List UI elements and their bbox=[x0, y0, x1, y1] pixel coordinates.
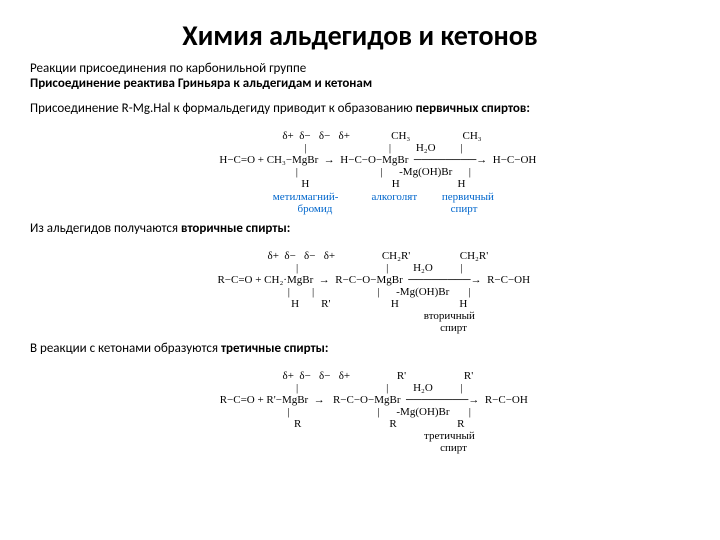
label-tertiary: третичный bbox=[245, 430, 474, 442]
reaction-scheme-2: δ+ δ− δ− δ+ CH₂R' CH₂R' | | H₂O | R−C=O … bbox=[30, 238, 690, 335]
para3-text: В реакции с кетонами образуются bbox=[30, 341, 221, 356]
para1-bold: первичных спиртов: bbox=[416, 101, 530, 116]
label-alkoxide: алкоголят bbox=[371, 191, 417, 203]
para2-text: Из альдегидов получаются bbox=[30, 221, 181, 236]
label-methylmagnesium-2: бромид спирт bbox=[243, 203, 478, 215]
s1l2: | | H₂O | bbox=[257, 142, 462, 154]
paragraph-tertiary: В реакции с кетонами образуются третичны… bbox=[30, 341, 690, 356]
label-secondary-2: спирт bbox=[253, 322, 467, 334]
subtitle-line-1: Реакции присоединения по карбонильной гр… bbox=[30, 61, 690, 76]
label-methylmagnesium: метилмагний- алкоголят первичный bbox=[226, 191, 494, 203]
reaction-scheme-1: δ+ δ− δ− δ+ CH₃ CH₃ | | H₂O | H−C=O + CH… bbox=[30, 118, 690, 215]
s3l2: | | H₂O | bbox=[257, 382, 462, 394]
label-tertiary-2: спирт bbox=[253, 442, 467, 454]
subtitle-line-2: Присоединение реактива Гриньяра к альдег… bbox=[30, 76, 690, 91]
s1l4: | | -Mg(OH)Br | bbox=[249, 166, 471, 178]
s1l3: H−C=O + CH₃−MgBr → H−C−O−MgBr ────────→ … bbox=[184, 154, 537, 166]
s3l4: | | -Mg(OH)Br | bbox=[249, 406, 471, 418]
page-title: Химия альдегидов и кетонов bbox=[30, 18, 690, 53]
s3l5: R R R bbox=[255, 418, 464, 430]
s1l1: δ+ δ− δ− δ+ CH₃ CH₃ bbox=[238, 130, 481, 142]
s2l4: | | | -Mg(OH)Br | bbox=[249, 286, 470, 298]
para1-text: Присоединение R-Mg.Hal к формальдегиду п… bbox=[30, 101, 416, 116]
s2l5: H R' H H bbox=[253, 298, 468, 310]
para3-bold: третичные спирты: bbox=[221, 341, 329, 356]
s3l1: δ+ δ− δ− δ+ R' R' bbox=[247, 370, 473, 382]
s3l3: R−C=O + R'−MgBr → R−C−O−MgBr ────────→ R… bbox=[192, 394, 528, 406]
s2l2: | | H₂O | bbox=[257, 262, 462, 274]
s2l3: R−C=O + CH₂·MgBr → R−C−O−MgBr ────────→ … bbox=[190, 274, 530, 286]
label-secondary: вторичный bbox=[245, 310, 475, 322]
para2-bold: вторичные спирты: bbox=[181, 221, 290, 236]
paragraph-secondary: Из альдегидов получаются вторичные спирт… bbox=[30, 221, 690, 236]
s1l5: H H H bbox=[255, 178, 466, 190]
s2l1: δ+ δ− δ− δ+ CH₂R' CH₂R' bbox=[232, 250, 488, 262]
reaction-scheme-3: δ+ δ− δ− δ+ R' R' | | H₂O | R−C=O + R'−M… bbox=[30, 358, 690, 455]
paragraph-primary: Присоединение R-Mg.Hal к формальдегиду п… bbox=[30, 101, 690, 116]
